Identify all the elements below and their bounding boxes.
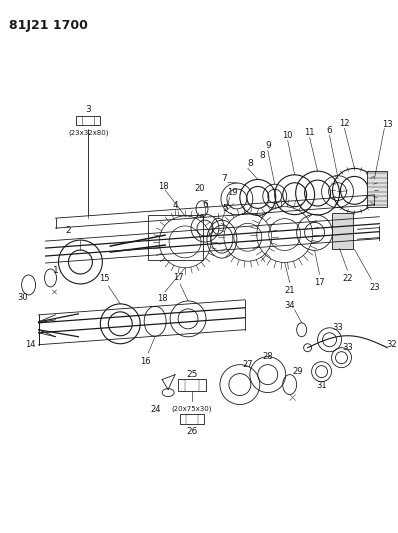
Bar xyxy=(76,116,100,125)
Text: (23x32x80): (23x32x80) xyxy=(68,129,109,136)
Text: 27: 27 xyxy=(242,360,253,369)
Text: 17: 17 xyxy=(173,272,183,281)
Bar xyxy=(367,172,387,207)
Bar xyxy=(180,415,204,424)
Text: 19: 19 xyxy=(226,188,237,197)
Text: 14: 14 xyxy=(25,340,36,349)
Text: 6: 6 xyxy=(202,200,208,209)
Text: 4: 4 xyxy=(172,201,178,209)
Text: 3: 3 xyxy=(86,105,91,114)
Text: 16: 16 xyxy=(140,357,150,366)
Bar xyxy=(332,213,353,248)
Text: 6: 6 xyxy=(327,126,332,135)
Text: 15: 15 xyxy=(99,274,109,284)
Text: 12: 12 xyxy=(339,119,350,128)
Text: 8: 8 xyxy=(259,151,265,160)
Text: 81J21 1700: 81J21 1700 xyxy=(9,19,88,32)
Text: 18: 18 xyxy=(158,182,168,191)
Text: 32: 32 xyxy=(386,340,397,349)
Text: 10: 10 xyxy=(283,131,293,140)
Text: 13: 13 xyxy=(382,120,393,129)
Text: 33: 33 xyxy=(332,324,343,332)
Text: 18: 18 xyxy=(157,294,168,303)
Text: 25: 25 xyxy=(186,370,198,379)
Text: 31: 31 xyxy=(316,381,327,390)
Text: 34: 34 xyxy=(284,301,295,310)
Bar xyxy=(148,215,203,260)
Bar xyxy=(178,378,206,391)
Text: 23: 23 xyxy=(369,283,380,292)
Text: 7: 7 xyxy=(221,174,227,183)
Text: 20: 20 xyxy=(195,184,205,193)
Text: 21: 21 xyxy=(285,286,295,295)
Text: 5: 5 xyxy=(222,204,228,213)
Text: 26: 26 xyxy=(186,427,198,436)
Text: 24: 24 xyxy=(150,405,160,414)
Text: (20x75x30): (20x75x30) xyxy=(172,405,212,412)
Text: 17: 17 xyxy=(314,278,325,287)
Text: 22: 22 xyxy=(342,274,353,283)
Text: 9: 9 xyxy=(265,141,271,150)
Text: 28: 28 xyxy=(262,352,273,361)
Text: 8: 8 xyxy=(247,159,253,168)
Text: 11: 11 xyxy=(304,128,315,137)
Text: 33: 33 xyxy=(342,343,353,352)
Text: 2: 2 xyxy=(66,225,71,235)
Text: 30: 30 xyxy=(17,293,28,302)
Text: 29: 29 xyxy=(293,367,303,376)
Text: 1: 1 xyxy=(53,266,59,276)
